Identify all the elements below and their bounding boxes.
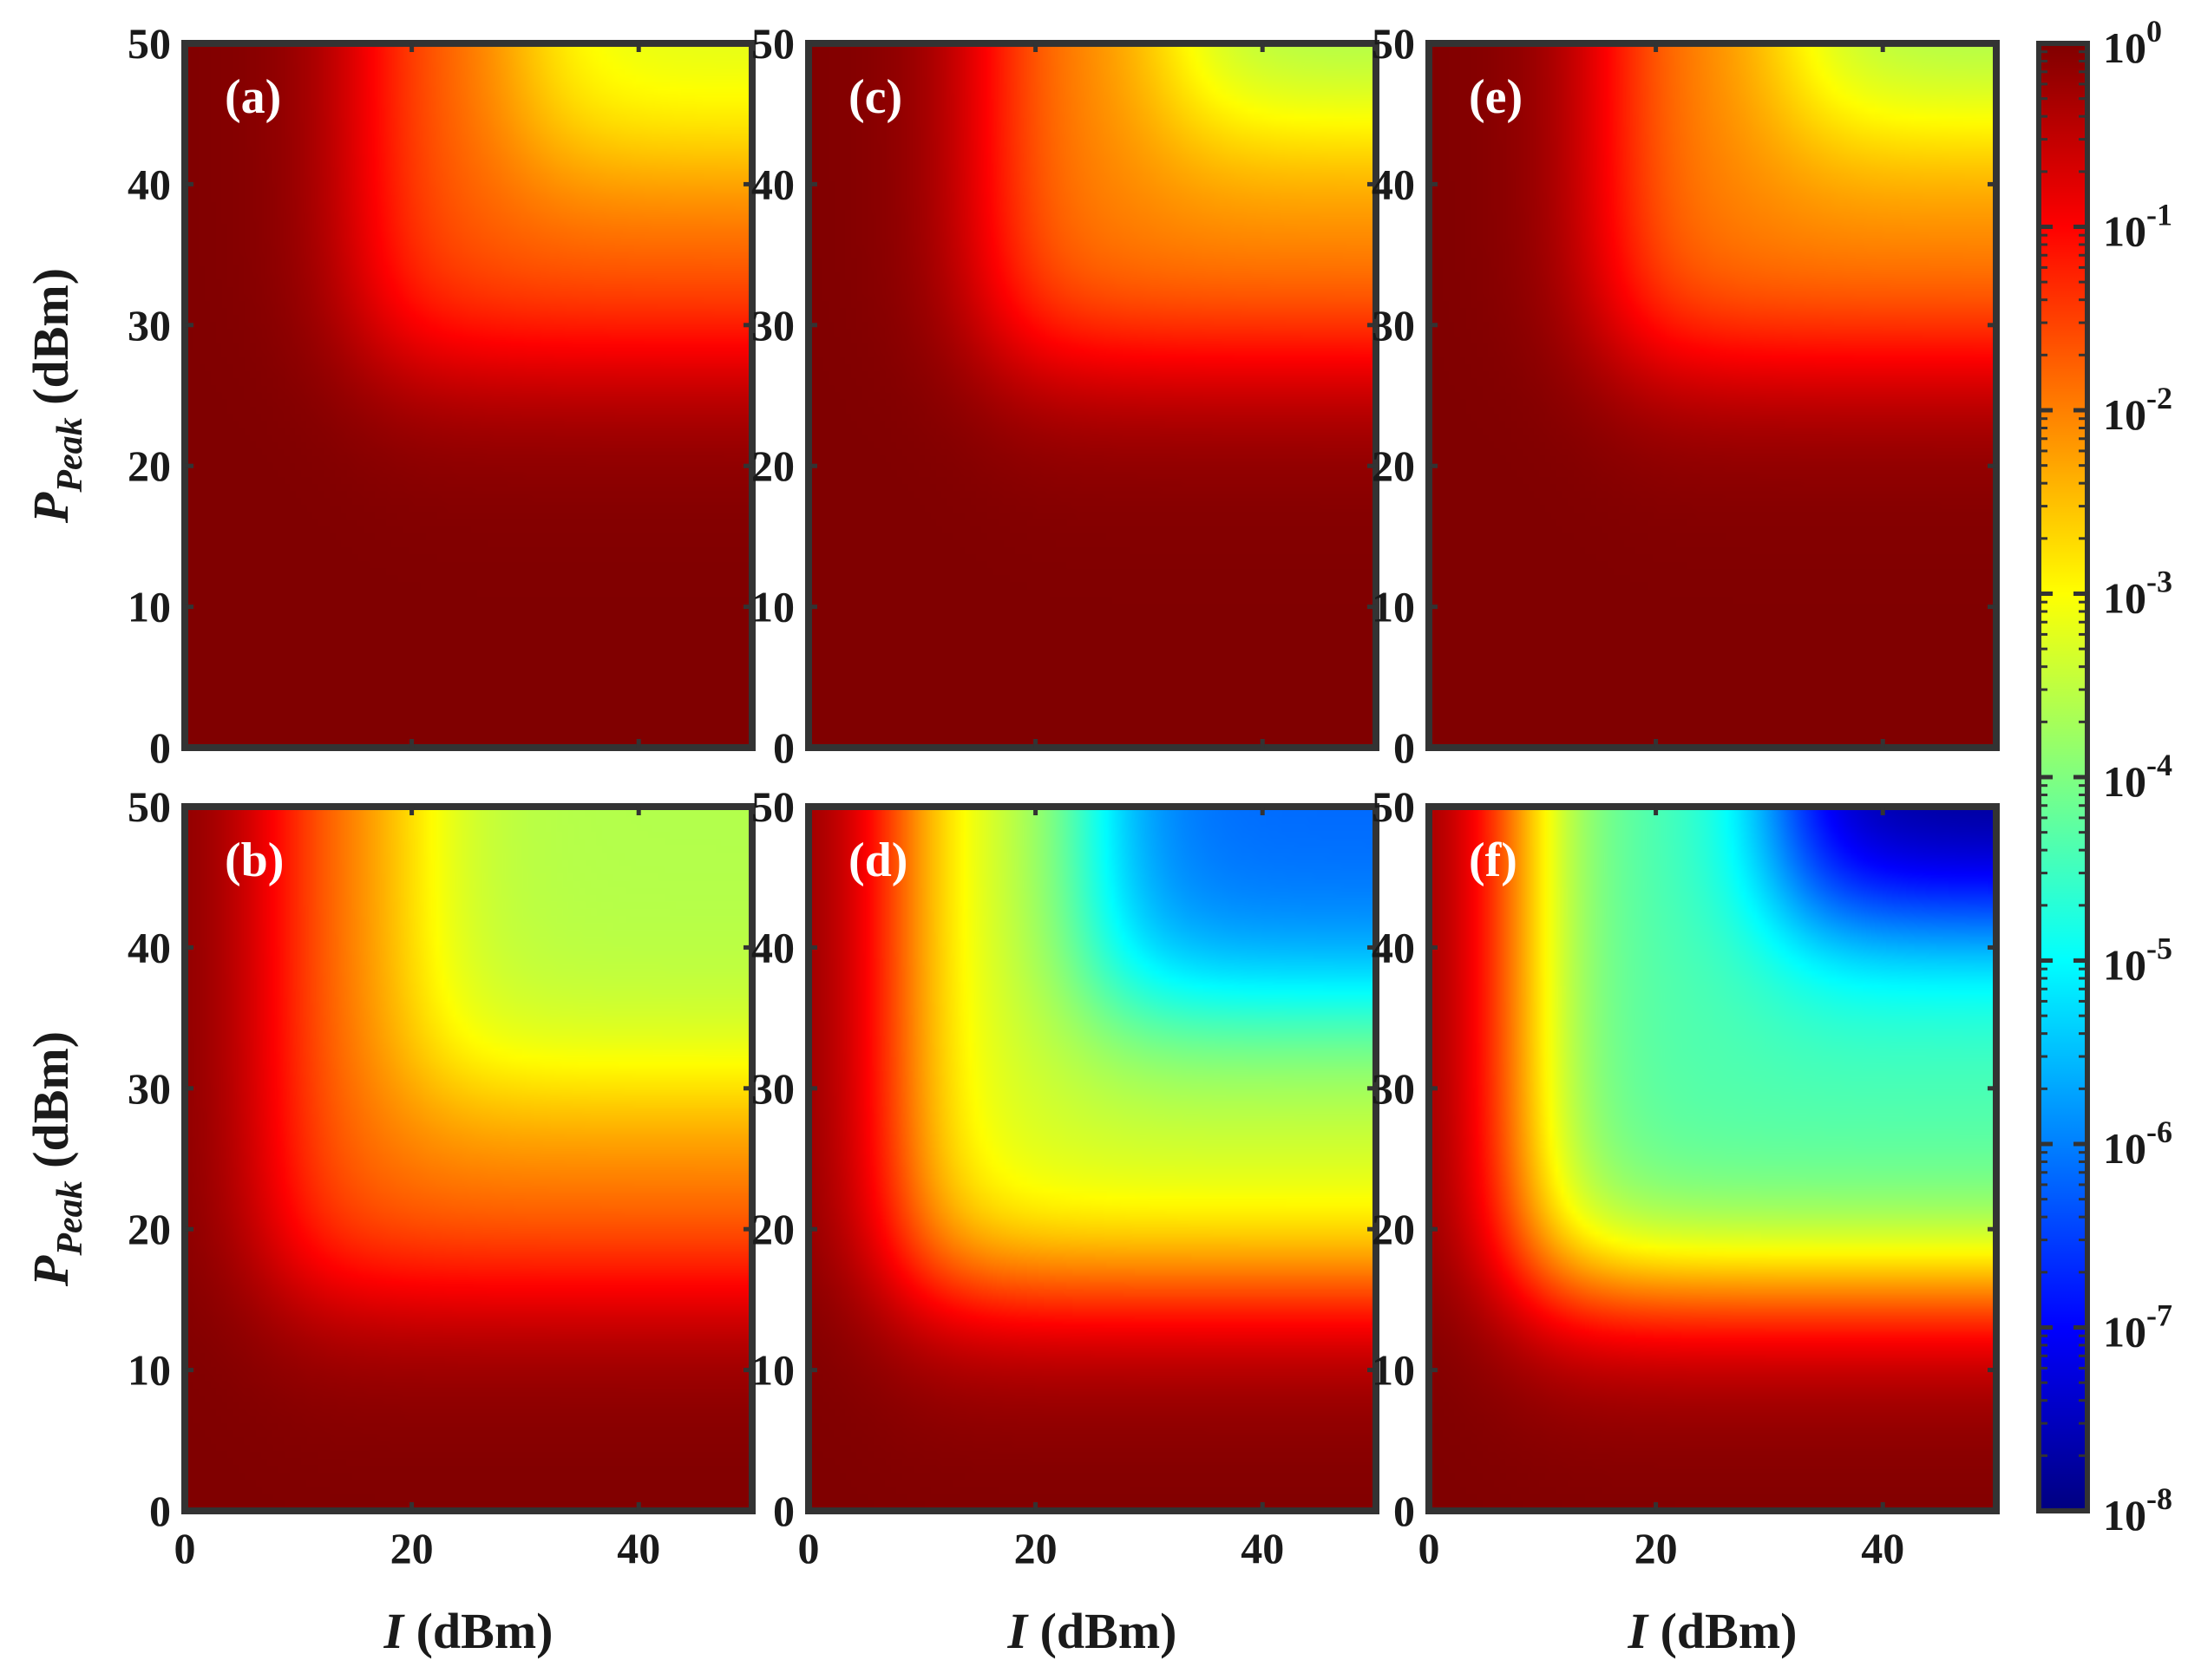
plot-frame	[181, 40, 756, 751]
panel-b: 0 20 40 0 10 20 30 40 50 (b) I (dBm)	[128, 782, 756, 1659]
panel-e: 0 10 20 30 40 50 (e)	[1372, 19, 2000, 772]
y-tick-label: 50	[1372, 19, 1415, 68]
y-tick-label: 20	[128, 441, 171, 490]
y-tick-label: 50	[751, 782, 795, 831]
y-tick-label: 20	[1372, 1205, 1415, 1253]
plot-frame	[1425, 803, 2000, 1514]
x-axis-label: I (dBm)	[1007, 1603, 1177, 1659]
panel-label: (c)	[848, 70, 902, 124]
panel-f: 0 20 40 0 10 20 30 40 50 (f) I (dBm)	[1372, 782, 2000, 1659]
panel-label: (f)	[1469, 833, 1517, 887]
panel-label: (e)	[1469, 70, 1523, 124]
y-tick-label: 20	[128, 1205, 171, 1253]
x-tick-label: 20	[390, 1524, 434, 1572]
y-tick-label: 20	[751, 1205, 795, 1253]
y-axis-label: PPeak (dBm)	[23, 1031, 90, 1287]
heatmap-surface	[809, 807, 1376, 1511]
plot-frame	[805, 40, 1379, 751]
y-tick-label: 30	[751, 1064, 795, 1113]
heatmap-surface	[185, 43, 752, 748]
colorbar-tick-label: 10-7	[2103, 1298, 2172, 1356]
y-tick-label: 40	[1372, 923, 1415, 971]
y-tick-label: 30	[1372, 301, 1415, 350]
colorbar-tick-label: 10-4	[2103, 748, 2172, 806]
panel-c: 0 10 20 30 40 50 (c)	[751, 19, 1379, 772]
panel-label: (d)	[848, 833, 907, 887]
panel-label: (a)	[225, 70, 281, 124]
y-tick-label: 40	[128, 923, 171, 971]
y-tick-label: 30	[128, 301, 171, 350]
y-tick-label: 0	[149, 1487, 171, 1535]
y-tick-label: 0	[773, 723, 795, 772]
colorbar: 100 10-1 10-2 10-3 10-4 10-5 10-6 10-7 10-8	[2036, 14, 2172, 1539]
colorbar-tick-label: 10-2	[2103, 381, 2172, 439]
x-tick-label: 0	[174, 1524, 196, 1572]
x-axis-label: I (dBm)	[1628, 1603, 1798, 1659]
y-tick-label: 40	[1372, 160, 1415, 208]
y-tick-label: 10	[751, 1346, 795, 1395]
plot-frame	[1425, 40, 2000, 751]
y-tick-label: 40	[751, 923, 795, 971]
y-tick-label: 0	[149, 723, 171, 772]
y-tick-label: 50	[128, 782, 171, 831]
colorbar-tick-label: 10-6	[2103, 1115, 2172, 1173]
y-tick-label: 40	[128, 160, 171, 208]
y-axis-label: PPeak (dBm)	[23, 268, 90, 524]
y-tick-label: 20	[751, 441, 795, 490]
x-tick-label: 40	[1861, 1524, 1904, 1572]
y-tick-label: 0	[773, 1487, 795, 1535]
panel-a: 0 10 20 30 40 50 (a)	[128, 19, 756, 772]
heatmap-surface	[809, 43, 1376, 748]
y-tick-label: 10	[751, 583, 795, 631]
y-tick-label: 0	[1393, 723, 1415, 772]
y-tick-label: 50	[751, 19, 795, 68]
y-tick-label: 30	[751, 301, 795, 350]
x-tick-label: 0	[1418, 1524, 1440, 1572]
y-tick-label: 20	[1372, 441, 1415, 490]
colorbar-tick-label: 10-1	[2103, 198, 2172, 256]
x-tick-label: 20	[1634, 1524, 1678, 1572]
colorbar-tick-label: 10-8	[2103, 1481, 2172, 1539]
y-tick-label: 10	[128, 583, 171, 631]
x-tick-label: 0	[798, 1524, 820, 1572]
colorbar-tick-label: 10-5	[2103, 932, 2172, 990]
plot-frame	[181, 803, 756, 1514]
y-tick-label: 50	[1372, 782, 1415, 831]
x-tick-label: 40	[1241, 1524, 1284, 1572]
y-tick-label: 40	[751, 160, 795, 208]
y-tick-label: 10	[1372, 583, 1415, 631]
x-tick-label: 20	[1014, 1524, 1058, 1572]
y-tick-label: 30	[1372, 1064, 1415, 1113]
heatmap-surface	[1429, 807, 1996, 1511]
y-tick-label: 30	[128, 1064, 171, 1113]
heatmap-surface	[185, 807, 752, 1511]
y-tick-label: 10	[128, 1346, 171, 1395]
x-axis-label: I (dBm)	[383, 1603, 554, 1659]
heatmap-surface	[1429, 43, 1996, 748]
x-tick-label: 40	[617, 1524, 660, 1572]
plot-frame	[805, 803, 1379, 1514]
y-tick-label: 50	[128, 19, 171, 68]
panel-d: 0 20 40 0 10 20 30 40 50 (d) I (dBm)	[751, 782, 1379, 1659]
colorbar-tick-label: 10-3	[2103, 565, 2172, 623]
panel-label: (b)	[225, 833, 284, 887]
colorbar-tick-label: 100	[2103, 14, 2162, 72]
y-tick-label: 10	[1372, 1346, 1415, 1395]
y-tick-label: 0	[1393, 1487, 1415, 1535]
